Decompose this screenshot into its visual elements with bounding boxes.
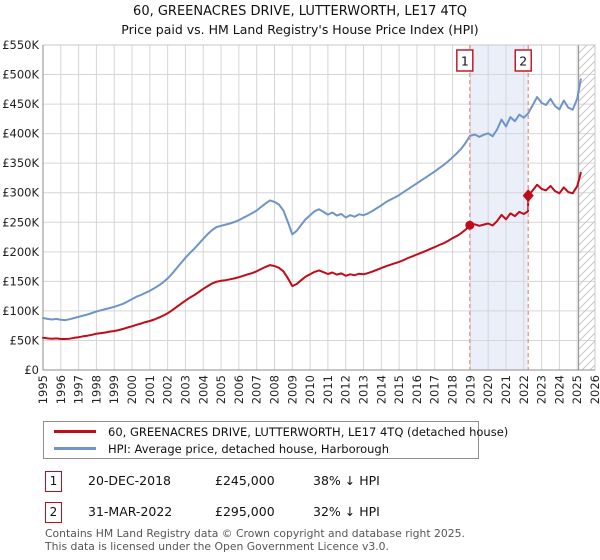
sale-2-number-badge: 2 [45, 502, 62, 523]
y-tick-label: £550K [2, 38, 39, 52]
x-tick-label: 2005 [214, 375, 228, 404]
x-tick-label: 2008 [267, 375, 281, 404]
sale-1-flag-box[interactable] [456, 49, 474, 72]
x-tick-label: 2025 [570, 375, 584, 404]
price-paid-line [42, 171, 582, 340]
page-title: 60, GREENACRES DRIVE, LUTTERWORTH, LE17 … [133, 4, 467, 19]
x-tick-label: 1996 [54, 375, 68, 404]
sale-2-price: £295,000 [215, 504, 275, 519]
legend-label-price-paid: 60, GREENACRES DRIVE, LUTTERWORTH, LE17 … [108, 424, 509, 439]
x-tick-label: 2007 [250, 375, 264, 404]
legend-label-hpi: HPI: Average price, detached house, Harb… [108, 441, 390, 456]
hpi-line-swatch [54, 447, 96, 450]
ownership-period-band [469, 45, 529, 370]
price-paid-line-swatch [54, 430, 96, 433]
footer-line-2: This data is licensed under the Open Gov… [45, 539, 389, 553]
x-tick-label: 2015 [392, 375, 406, 404]
y-tick-label: £250K [2, 215, 39, 229]
future-hatch-region [578, 45, 595, 370]
x-tick-label: 1995 [36, 375, 50, 404]
y-tick-label: £450K [2, 97, 39, 111]
y-tick-label: £200K [2, 245, 39, 259]
page-subtitle: Price paid vs. HM Land Registry's House … [121, 22, 479, 37]
y-tick-label: £300K [2, 186, 39, 200]
x-tick-label: 2017 [428, 375, 442, 404]
sale-1-number-badge: 1 [45, 471, 62, 492]
y-tick-label: £350K [2, 156, 39, 170]
sale-1-price: £245,000 [215, 473, 275, 488]
sale-2-date: 31-MAR-2022 [88, 504, 173, 519]
y-tick-label: £400K [2, 127, 39, 141]
x-tick-label: 2019 [463, 375, 477, 404]
hpi-line [42, 78, 582, 322]
x-tick-label: 2011 [321, 375, 335, 404]
sale-1-delta-vs-hpi: 38% ↓ HPI [313, 473, 380, 488]
sale-1-date: 20-DEC-2018 [88, 473, 171, 488]
legend-row-price-paid: 60, GREENACRES DRIVE, LUTTERWORTH, LE17 … [50, 424, 508, 439]
sale-annotation-1: 1 20-DEC-2018 £245,000 38% ↓ HPI [0, 471, 600, 493]
price-chart: 1 2 £0 £50K £100K £150K £200K £250K £300K £350K £4… [2, 38, 600, 404]
x-tick-label: 2001 [143, 375, 157, 404]
x-tick-label: 2016 [410, 375, 424, 404]
y-tick-label: £500K [2, 68, 39, 82]
x-tick-label: 2006 [232, 375, 246, 404]
legend-row-hpi: HPI: Average price, detached house, Harb… [50, 441, 472, 456]
x-tick-label: 2020 [481, 375, 495, 404]
y-tick-label: £50K [10, 333, 40, 347]
x-tick-label: 2021 [499, 375, 513, 404]
sale-2-flag-box[interactable] [514, 49, 532, 72]
footer-line-1: Contains HM Land Registry data © Crown c… [45, 527, 465, 540]
x-tick-label: 2013 [357, 375, 371, 404]
y-tick-label: £0 [24, 363, 39, 377]
sale-2-marker[interactable] [522, 189, 534, 203]
y-tick-label: £150K [2, 274, 39, 288]
x-tick-label: 2024 [552, 375, 566, 404]
x-tick-label: 2012 [339, 375, 353, 404]
sale-1-flag-number: 1 [461, 54, 469, 69]
sale-annotation-2: 2 31-MAR-2022 £295,000 32% ↓ HPI [0, 502, 600, 524]
chart-legend: 60, GREENACRES DRIVE, LUTTERWORTH, LE17 … [43, 421, 508, 459]
x-tick-label: 2000 [125, 375, 139, 404]
x-tick-label: 2004 [196, 375, 210, 404]
x-tick-label: 2026 [588, 375, 600, 404]
license-footer: Contains HM Land Registry data © Crown c… [45, 527, 465, 553]
sale-2-flag-number: 2 [519, 54, 527, 69]
x-tick-label: 2014 [374, 375, 388, 404]
x-tick-label: 2003 [178, 375, 192, 404]
x-tick-label: 2023 [535, 375, 549, 404]
sale-1-marker[interactable] [465, 220, 475, 230]
x-tick-label: 1998 [89, 375, 103, 404]
x-tick-label: 1999 [107, 375, 121, 404]
x-tick-label: 1997 [72, 375, 86, 404]
y-tick-label: £100K [2, 304, 39, 318]
x-tick-label: 2022 [517, 375, 531, 404]
x-tick-label: 2018 [446, 375, 460, 404]
x-tick-label: 2009 [285, 375, 299, 404]
x-tick-label: 2010 [303, 375, 317, 404]
x-tick-label: 2002 [161, 375, 175, 404]
sale-2-delta-vs-hpi: 32% ↓ HPI [313, 504, 380, 519]
